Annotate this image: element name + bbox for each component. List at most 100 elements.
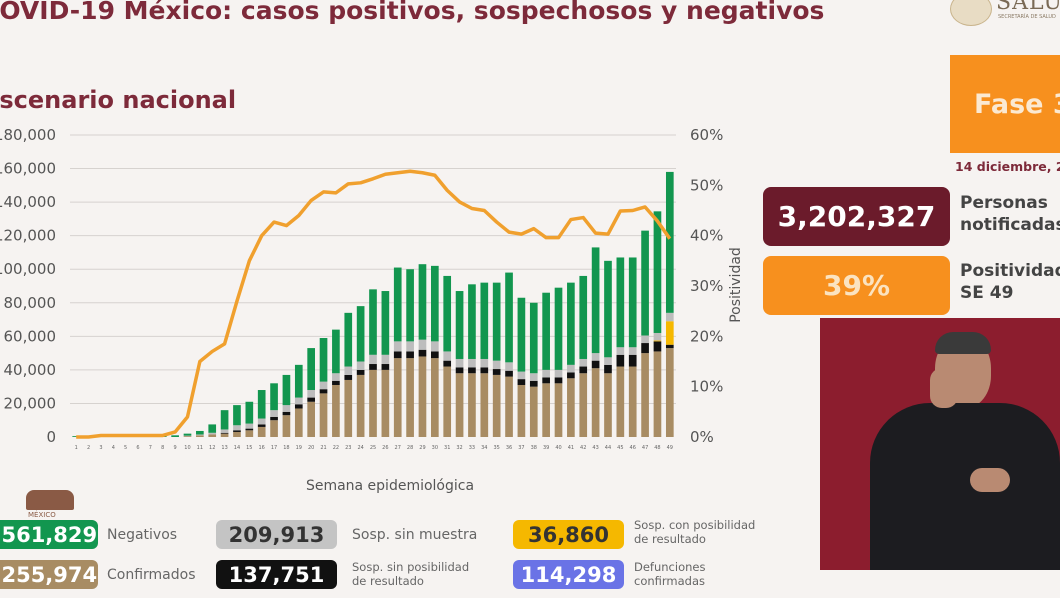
bar-segment (245, 401, 254, 424)
x-tick-label: 8 (161, 445, 164, 451)
bar-segment (319, 389, 328, 394)
interpreter-hand (970, 468, 1010, 492)
bar-segment (183, 435, 192, 437)
bar-segment (393, 267, 402, 342)
bar-segment (529, 386, 538, 437)
x-tick-label: 30 (432, 445, 438, 451)
report-date: 14 diciembre, 2020 (955, 159, 1060, 174)
bar-segment (616, 366, 625, 437)
bar-segment (653, 341, 662, 352)
bar-segment (517, 384, 526, 437)
bar-segment (381, 369, 390, 437)
bar-segment (554, 383, 563, 437)
bar-segment (282, 405, 291, 412)
bar-segment (628, 366, 637, 437)
bar-segment (529, 302, 538, 374)
mexico-logo-text: MÉXICO (28, 511, 56, 519)
bar-segment (567, 372, 575, 379)
page-title: COVID-19 México: casos positivos, sospec… (0, 0, 825, 25)
x-tick-label: 42 (580, 445, 586, 451)
bar-segment (307, 401, 315, 437)
bar-segment (492, 374, 501, 437)
x-tick-label: 16 (259, 445, 265, 451)
legend-confirmados-label: Confirmados (107, 567, 196, 583)
bar-segment (406, 341, 414, 352)
bar-segment (183, 433, 192, 436)
x-tick-label: 28 (407, 445, 413, 451)
label-line: Sosp. con posibilidad (634, 518, 756, 532)
bar-segment (282, 374, 291, 406)
bar-segment (245, 428, 254, 431)
bar-segment (369, 289, 377, 355)
bar-segment (604, 364, 612, 374)
legend-con-posibilidad-value: 36,860 (513, 520, 624, 549)
x-tick-label: 39 (543, 445, 549, 451)
bar-segment (233, 405, 241, 426)
x-tick-label: 37 (518, 445, 524, 451)
bar-segment (455, 291, 464, 359)
bar-segment (641, 230, 649, 336)
bar-segment (455, 358, 464, 368)
y-tick-label: 20,000 (4, 394, 57, 412)
bar-segment (529, 373, 538, 381)
bar-segment (220, 433, 229, 437)
bar-segment (245, 430, 254, 437)
bar-segment (628, 354, 637, 367)
bar-segment (294, 364, 303, 398)
x-tick-label: 46 (630, 445, 636, 451)
bar-segment (233, 430, 241, 432)
total-notified-label: Personas notificadas (960, 192, 1060, 236)
x-tick-label: 7 (149, 445, 152, 451)
x-tick-label: 11 (197, 445, 203, 451)
mexico-logo: MÉXICO (22, 484, 78, 519)
salud-logo: SALUD SECRETARÍA DE SALUD (950, 0, 1060, 28)
bar-segment (270, 383, 278, 411)
bar-segment (332, 329, 340, 374)
bar-segment (591, 368, 600, 437)
bar-segment (257, 390, 266, 419)
bar-segment (381, 291, 390, 355)
bar-segment (356, 369, 365, 375)
x-tick-label: 9 (174, 445, 177, 451)
bar-segment (443, 360, 452, 367)
y2-tick-label: 60% (690, 126, 723, 144)
bar-segment (356, 361, 365, 370)
x-tick-label: 45 (617, 445, 623, 451)
bar-segment (406, 358, 414, 437)
label-line: de resultado (352, 574, 424, 588)
x-tick-label: 43 (592, 445, 598, 451)
bar-segment (245, 423, 254, 429)
bar-segment (369, 364, 377, 370)
bar-segment (270, 416, 278, 421)
x-tick-label: 27 (395, 445, 401, 451)
bar-segment (208, 424, 217, 433)
x-axis-label: Semana epidemiológica (306, 478, 474, 494)
bar-segment (393, 351, 402, 359)
bar-segment (579, 358, 588, 367)
label-line: notificadas (960, 215, 1060, 235)
bar-segment (431, 341, 439, 352)
y2-tick-label: 30% (690, 277, 723, 295)
bar-segment (319, 393, 328, 437)
bar-segment (492, 360, 501, 370)
bar-segment (554, 377, 563, 384)
emblem-icon (950, 0, 992, 26)
bar-segment (369, 354, 377, 365)
bar-segment (282, 411, 291, 416)
bar-segment (665, 171, 674, 313)
bar-segment (270, 420, 278, 437)
bar-segment (294, 397, 303, 405)
bar-segment (270, 410, 278, 417)
label-line: Sosp. sin posibilidad (352, 560, 470, 574)
bar-segment (542, 383, 550, 437)
total-notified-value: 3,202,327 (763, 187, 950, 246)
legend-defunciones-value: 114,298 (513, 560, 624, 589)
interpreter-video (820, 318, 1060, 570)
bar-segment (344, 366, 353, 375)
bar-segment (233, 431, 241, 437)
x-tick-label: 47 (642, 445, 648, 451)
bar-segment (356, 374, 365, 437)
bar-segment (196, 434, 204, 436)
bar-segment (653, 351, 662, 437)
bar-segment (393, 358, 402, 437)
